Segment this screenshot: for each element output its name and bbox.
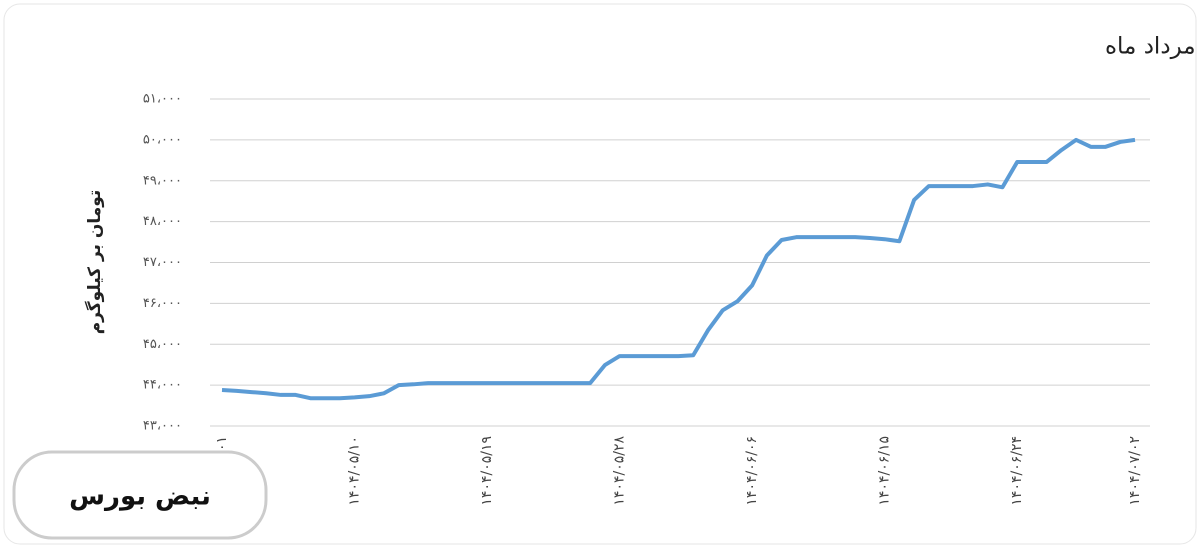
y-tick-label: ۵۱،۰۰۰: [143, 92, 182, 107]
x-tick-label: ۱۴۰۴/۰۵/۱۰: [347, 436, 363, 506]
y-tick-label: ۴۳،۰۰۰: [143, 419, 182, 434]
logo-text: نبض بورس: [69, 482, 211, 512]
y-tick-label: ۴۵،۰۰۰: [143, 337, 182, 352]
x-tick-label: ۱۴۰۴/۰۷/۰۲: [1127, 436, 1143, 506]
x-tick-label: ۱۴۰۴/۰۵/۱۹: [479, 436, 495, 506]
logo: نبض بورس: [12, 450, 268, 540]
y-tick-label: ۴۹،۰۰۰: [143, 173, 182, 188]
chart-title: شاخص قیمت پروفیل صنعتی از ابتدای مرداد م…: [1105, 34, 1200, 60]
y-tick-label: ۴۴،۰۰۰: [143, 378, 182, 393]
x-tick-label: ۱۴۰۴/۰۵/۲۸: [612, 436, 628, 506]
x-tick-label: ۱۴۰۴/۰۶/۱۵: [877, 436, 893, 506]
x-tick-label: ۱۴۰۴/۰۶/۰۶: [744, 436, 760, 506]
y-axis-label: تومان بر کیلوگرم: [84, 190, 105, 335]
y-tick-label: ۴۷،۰۰۰: [143, 255, 182, 270]
card: [3, 3, 1197, 545]
y-tick-label: ۴۸،۰۰۰: [143, 214, 182, 229]
logo-frame: [12, 450, 268, 540]
y-tick-label: ۴۶،۰۰۰: [143, 296, 182, 311]
y-tick-label: ۵۰،۰۰۰: [143, 132, 182, 147]
x-tick-label: ۱۴۰۴/۰۶/۲۴: [1009, 436, 1025, 506]
line: [221, 137, 1136, 401]
